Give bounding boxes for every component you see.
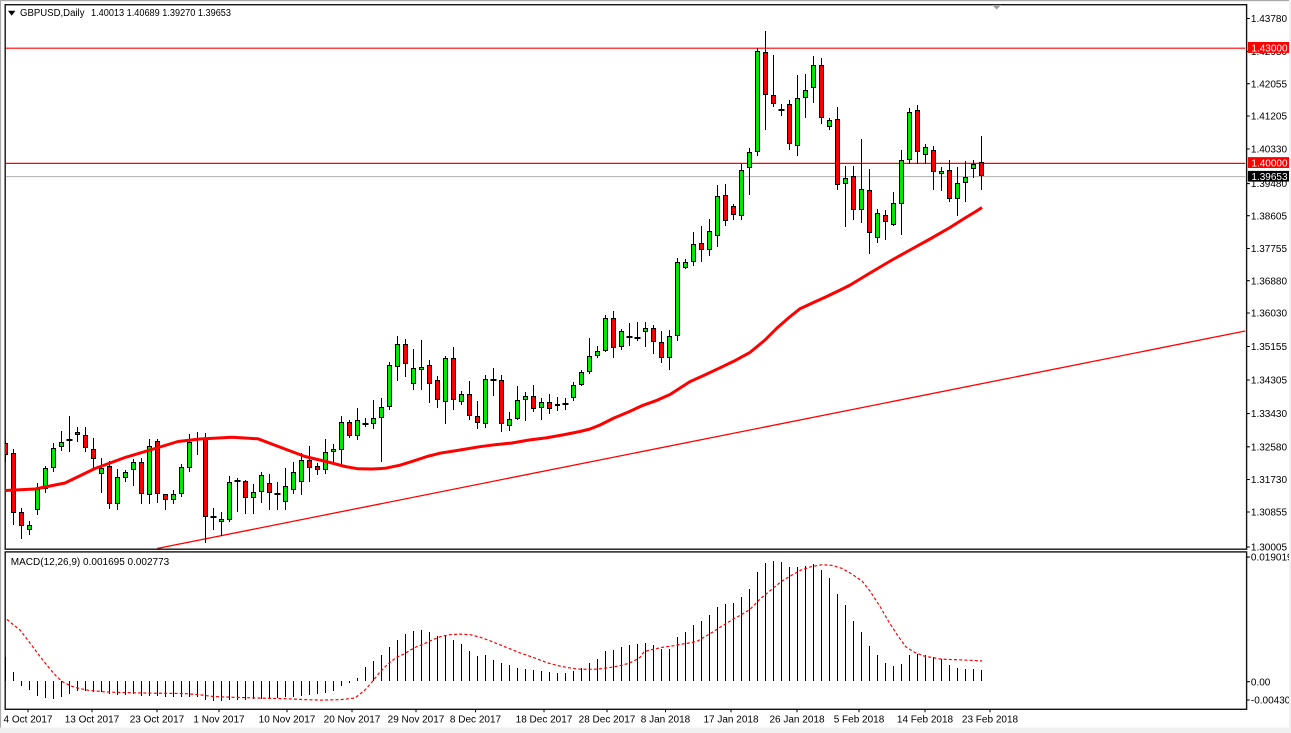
svg-text:1.30005: 1.30005 xyxy=(1251,543,1288,554)
svg-text:8 Dec 2017: 8 Dec 2017 xyxy=(450,715,502,726)
svg-text:0.019019: 0.019019 xyxy=(1251,553,1291,564)
svg-text:1.30855: 1.30855 xyxy=(1251,508,1288,519)
svg-text:1 Nov 2017: 1 Nov 2017 xyxy=(193,715,245,726)
svg-text:1.34305: 1.34305 xyxy=(1251,376,1288,387)
svg-text:5 Feb 2018: 5 Feb 2018 xyxy=(834,715,885,726)
svg-text:10 Nov 2017: 10 Nov 2017 xyxy=(259,715,316,726)
svg-text:23 Feb 2018: 23 Feb 2018 xyxy=(962,715,1019,726)
svg-text:1.36880: 1.36880 xyxy=(1251,276,1288,287)
svg-text:1.40013 1.40689 1.39270 1.3965: 1.40013 1.40689 1.39270 1.39653 xyxy=(91,8,231,19)
svg-text:1.35155: 1.35155 xyxy=(1251,342,1288,353)
svg-text:1.31730: 1.31730 xyxy=(1251,475,1288,486)
svg-text:1.38605: 1.38605 xyxy=(1251,211,1288,222)
svg-text:1.39480: 1.39480 xyxy=(1251,179,1288,190)
svg-text:1.41205: 1.41205 xyxy=(1251,112,1288,123)
svg-text:1.37755: 1.37755 xyxy=(1251,244,1288,255)
svg-text:4 Oct 2017: 4 Oct 2017 xyxy=(4,715,53,726)
svg-text:GBPUSD,Daily: GBPUSD,Daily xyxy=(20,8,85,19)
svg-text:MACD(12,26,9) 0.001695 0.00277: MACD(12,26,9) 0.001695 0.002773 xyxy=(11,557,170,568)
svg-text:1.33430: 1.33430 xyxy=(1251,409,1288,420)
svg-text:1.43780: 1.43780 xyxy=(1251,14,1288,25)
svg-text:28 Dec 2017: 28 Dec 2017 xyxy=(579,715,636,726)
svg-text:23 Oct 2017: 23 Oct 2017 xyxy=(130,715,185,726)
svg-text:8 Jan 2018: 8 Jan 2018 xyxy=(641,715,691,726)
svg-text:1.39653: 1.39653 xyxy=(1251,172,1288,183)
svg-text:1.43000: 1.43000 xyxy=(1251,43,1288,54)
svg-text:17 Jan 2018: 17 Jan 2018 xyxy=(703,715,758,726)
svg-text:1.42055: 1.42055 xyxy=(1251,79,1288,90)
svg-text:20 Nov 2017: 20 Nov 2017 xyxy=(324,715,381,726)
svg-text:1.40000: 1.40000 xyxy=(1251,158,1288,169)
svg-text:1.36030: 1.36030 xyxy=(1251,309,1288,320)
svg-text:29 Nov 2017: 29 Nov 2017 xyxy=(388,715,445,726)
svg-text:1.40330: 1.40330 xyxy=(1251,145,1288,156)
svg-text:26 Jan 2018: 26 Jan 2018 xyxy=(769,715,824,726)
svg-text:13 Oct 2017: 13 Oct 2017 xyxy=(65,715,120,726)
svg-text:14 Feb 2018: 14 Feb 2018 xyxy=(897,715,954,726)
svg-text:-0.004307: -0.004307 xyxy=(1251,696,1291,707)
svg-text:18 Dec 2017: 18 Dec 2017 xyxy=(516,715,573,726)
svg-text:0.00: 0.00 xyxy=(1251,677,1271,688)
svg-text:1.32580: 1.32580 xyxy=(1251,442,1288,453)
